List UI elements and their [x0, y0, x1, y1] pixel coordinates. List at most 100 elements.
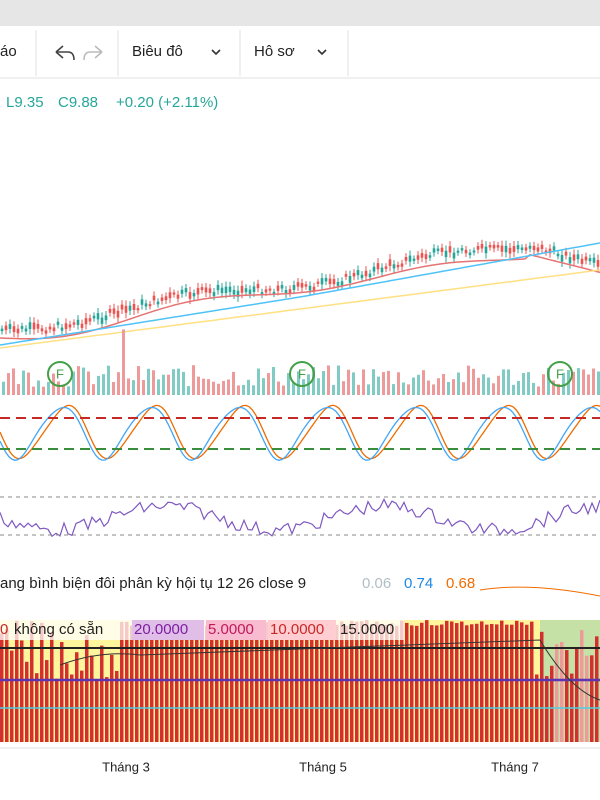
- volume-bar: [517, 380, 520, 395]
- candle: [404, 256, 408, 261]
- volume-bar: [257, 368, 260, 395]
- candle: [492, 244, 496, 249]
- indicator-bar: [320, 623, 324, 742]
- candle: [324, 277, 328, 282]
- toolbar-item[interactable]: áo: [0, 43, 17, 60]
- indicator-bar: [405, 622, 409, 742]
- indicator-bar: [465, 625, 469, 742]
- indicator-bar: [240, 623, 244, 742]
- candle: [380, 267, 384, 273]
- candle: [444, 250, 448, 258]
- indicator-bar: [175, 622, 179, 742]
- indicator-bar: [325, 620, 329, 742]
- candle: [524, 247, 528, 251]
- volume-bar: [467, 365, 470, 395]
- candle: [312, 286, 316, 291]
- candle: [576, 254, 580, 260]
- volume-bar: [492, 383, 495, 395]
- indicator-bar: [235, 620, 239, 742]
- indicator-bar: [170, 624, 174, 742]
- candle: [248, 289, 252, 294]
- volume-bar: [552, 380, 555, 395]
- candle: [16, 328, 20, 334]
- x-axis-label: Tháng 3: [102, 759, 150, 774]
- candle: [288, 289, 292, 293]
- macd-value: 0.74: [404, 575, 433, 592]
- volume-bar: [387, 370, 390, 395]
- candle: [332, 279, 336, 285]
- indicator-bar: [195, 624, 199, 742]
- candle: [8, 324, 12, 329]
- indicator-label: 0: [0, 621, 8, 638]
- volume-bar: [457, 372, 460, 395]
- candle: [196, 288, 200, 295]
- candle: [256, 283, 260, 289]
- volume-bar: [132, 380, 135, 395]
- indicator-bar: [255, 625, 259, 742]
- candle: [64, 323, 68, 330]
- indicator-bar: [290, 624, 294, 742]
- profile-menu[interactable]: Hô sơ: [254, 43, 295, 60]
- candle: [200, 287, 204, 291]
- indicator-bar: [595, 636, 599, 742]
- volume-bar: [487, 377, 490, 395]
- volume-bar: [247, 379, 250, 395]
- candle: [440, 247, 444, 252]
- redo-button[interactable]: [83, 45, 103, 61]
- volume-bar: [532, 382, 535, 395]
- volume-bar: [62, 384, 65, 395]
- volume-bar: [452, 379, 455, 395]
- ma-line: [0, 242, 600, 346]
- candle: [416, 255, 420, 260]
- volume-bar: [582, 369, 585, 395]
- volume-bar: [17, 384, 20, 395]
- candle: [224, 286, 228, 294]
- candle: [360, 274, 364, 279]
- indicator-bar: [105, 677, 109, 742]
- volume-bar: [157, 379, 160, 395]
- candle: [52, 327, 56, 332]
- candle: [560, 255, 564, 262]
- volume-bar: [2, 381, 5, 395]
- indicator-bar: [140, 624, 144, 742]
- undo-button[interactable]: [55, 45, 75, 61]
- candle: [340, 281, 344, 286]
- candle: [484, 246, 488, 254]
- indicator-bar: [485, 624, 489, 742]
- volume-bar: [587, 374, 590, 395]
- indicator-bar: [180, 625, 184, 742]
- label-bg: [206, 620, 266, 640]
- volume-bar: [47, 382, 50, 395]
- volume-bar: [392, 384, 395, 395]
- indicator-bar: [130, 625, 134, 742]
- indicator-bar: [185, 624, 189, 742]
- candle: [584, 256, 588, 261]
- macd-label: ang bình biện đôi phân kỳ hội tụ 12 26 c…: [0, 575, 306, 592]
- candle: [468, 252, 472, 256]
- candle: [176, 294, 180, 299]
- volume-bar: [187, 386, 190, 395]
- volume-bar: [267, 373, 270, 395]
- candle: [56, 321, 60, 325]
- chevron: [317, 49, 327, 56]
- candle: [368, 273, 372, 278]
- candle: [476, 246, 480, 250]
- x-axis-label: Tháng 5: [299, 759, 347, 774]
- volume-bar: [227, 379, 230, 395]
- candle: [132, 304, 136, 311]
- candle: [496, 245, 500, 248]
- volume-bar: [412, 377, 415, 395]
- candle: [328, 278, 332, 285]
- candle: [20, 326, 24, 329]
- candle: [464, 249, 468, 254]
- volume-bar: [67, 386, 70, 395]
- volume-bar: [167, 374, 170, 395]
- legend-change: +0.20 (+2.11%): [116, 94, 218, 111]
- chart-menu[interactable]: Biêu đô: [132, 43, 183, 60]
- volume-bar: [542, 374, 545, 395]
- candle: [136, 308, 140, 311]
- candle: [4, 325, 8, 331]
- indicator-bar: [335, 624, 339, 742]
- volume-bar: [507, 369, 510, 395]
- candle: [48, 326, 52, 330]
